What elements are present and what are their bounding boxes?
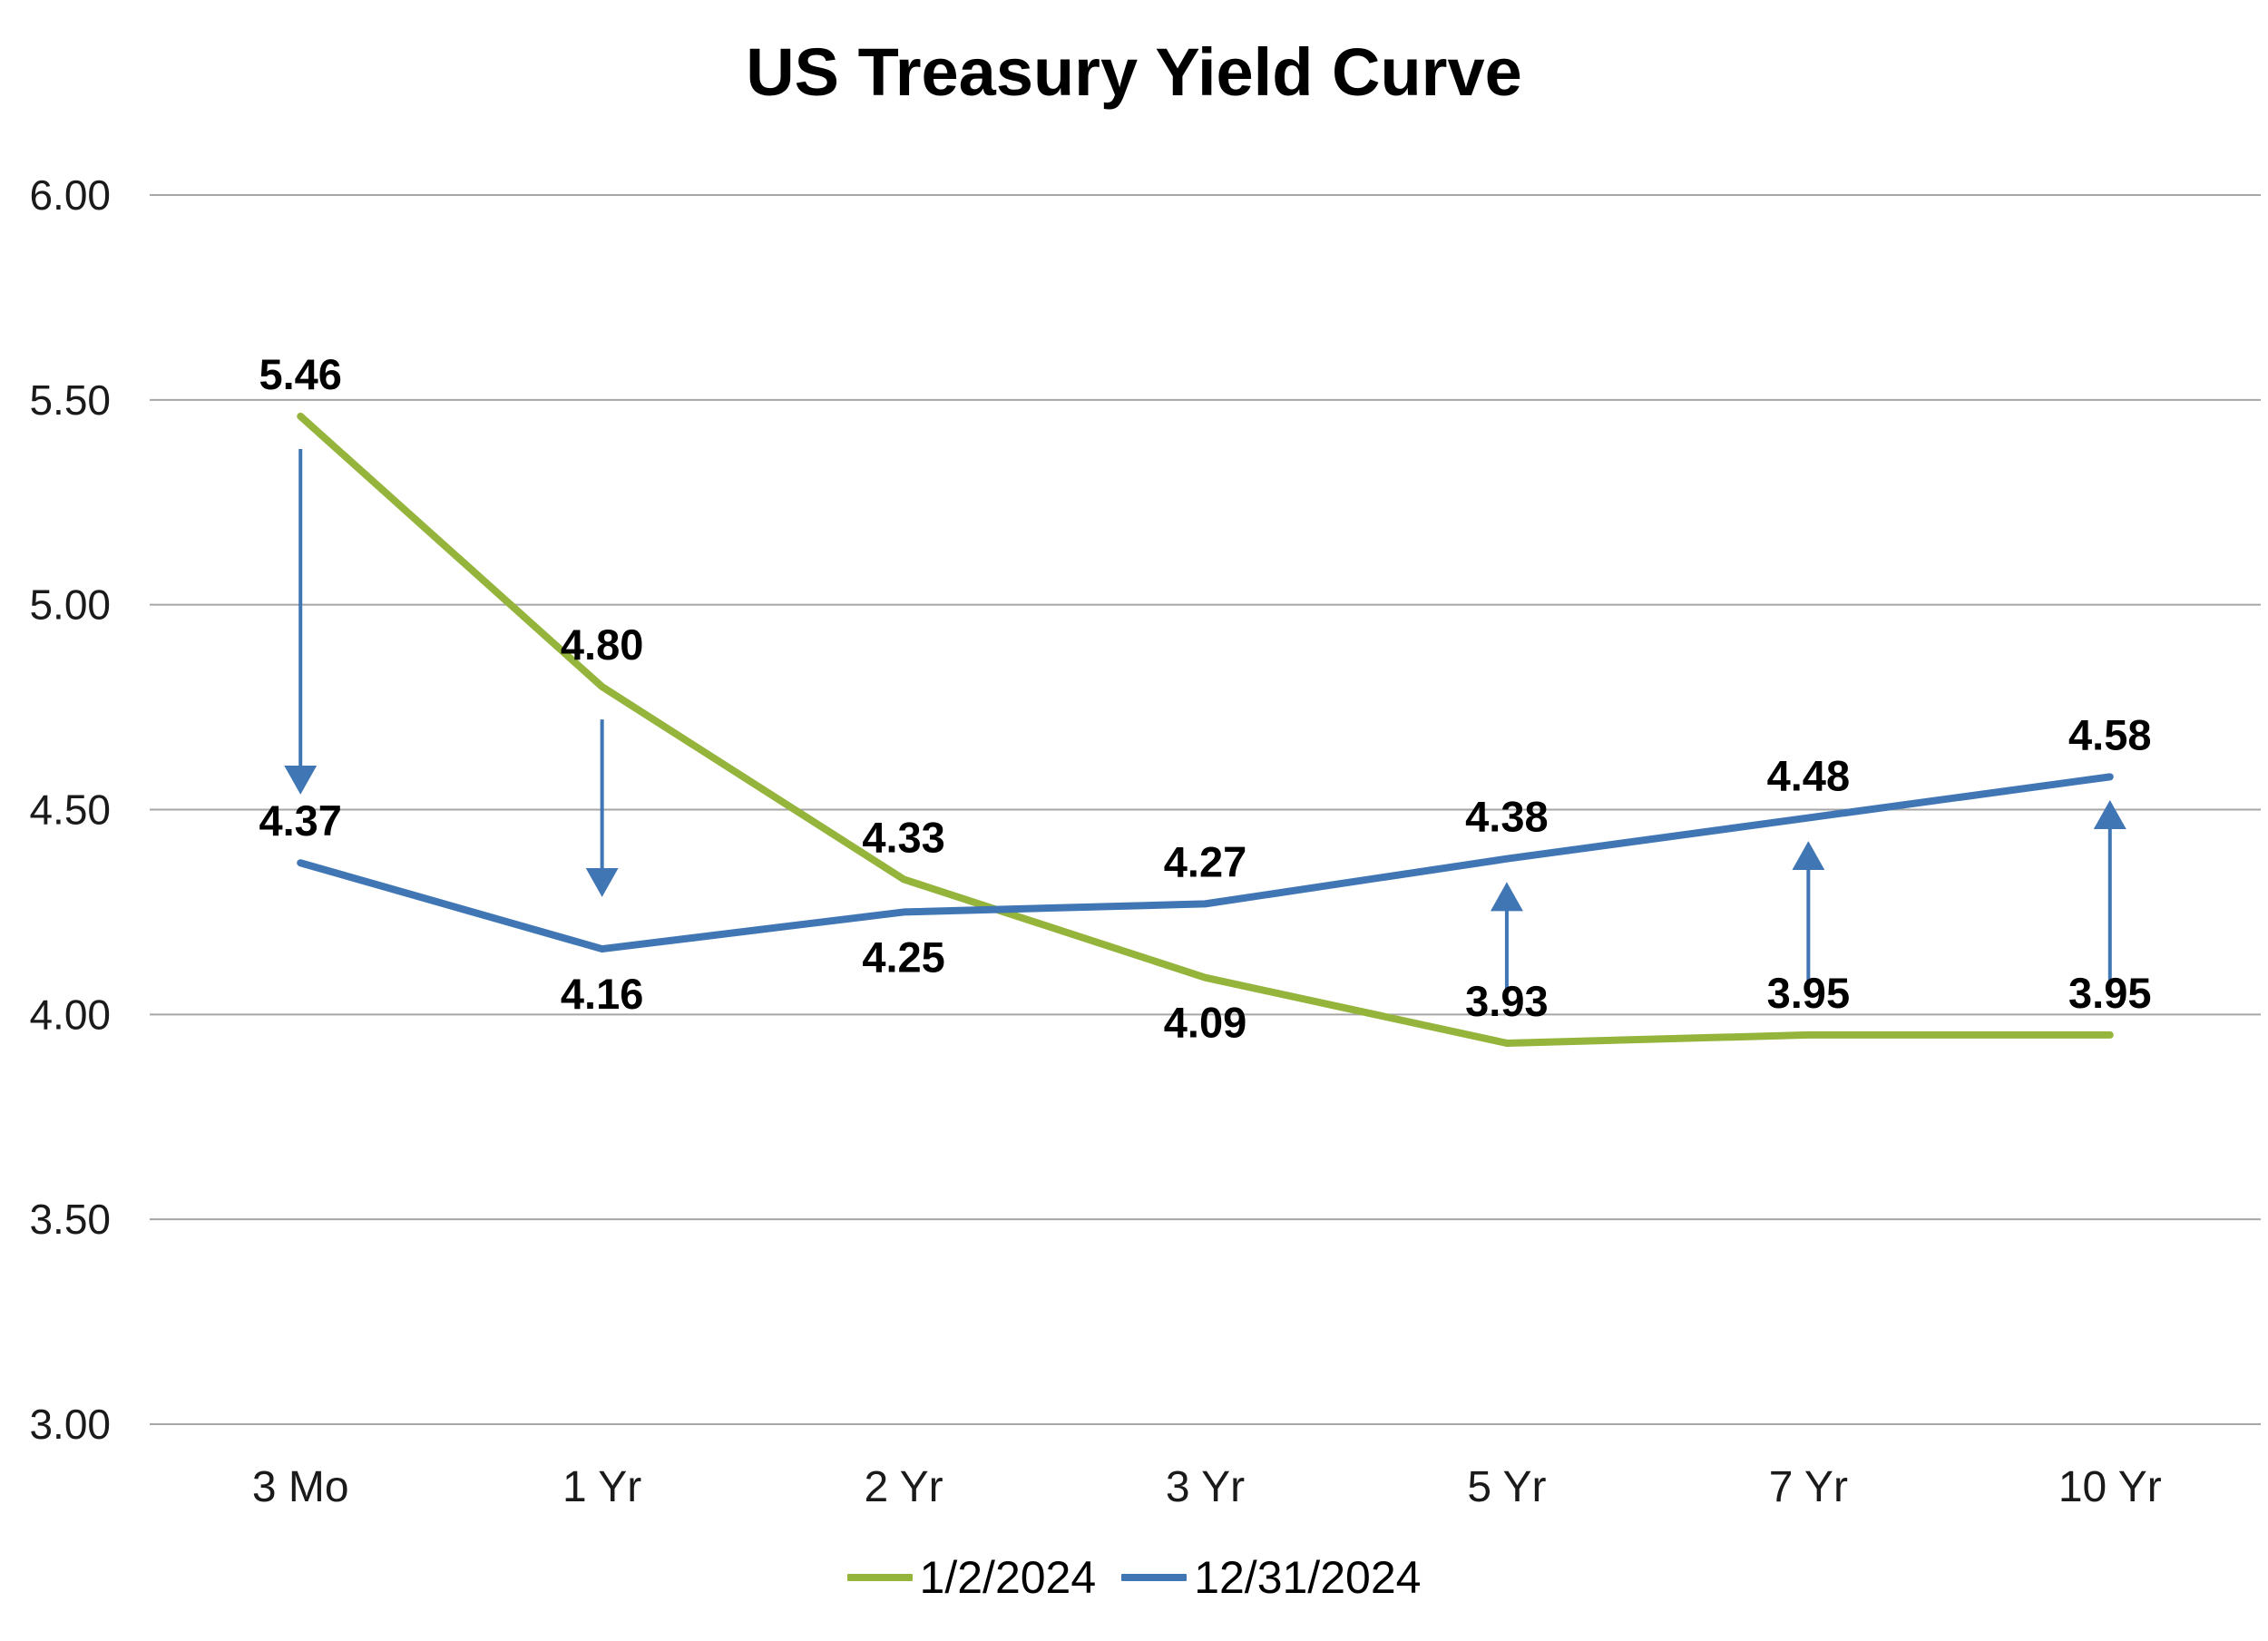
data-label: 3.95 xyxy=(2068,969,2151,1017)
y-tick-label: 5.00 xyxy=(29,581,111,629)
x-tick-label: 5 Yr xyxy=(1467,1463,1546,1511)
x-tick-label: 3 Yr xyxy=(1166,1463,1245,1511)
data-label: 4.58 xyxy=(2068,710,2151,758)
data-label: 4.38 xyxy=(1465,793,1548,841)
series-lines xyxy=(297,412,2114,1047)
data-label: 4.27 xyxy=(1164,837,1246,885)
data-label: 4.37 xyxy=(259,796,341,845)
y-tick-label: 4.00 xyxy=(29,991,111,1038)
y-tick-label: 3.50 xyxy=(29,1196,111,1243)
data-label: 3.93 xyxy=(1465,977,1548,1025)
chart-legend: 1/2/2024 12/31/2024 xyxy=(0,1551,2268,1604)
x-tick-label: 2 Yr xyxy=(864,1463,943,1511)
x-axis-labels: 3 Mo 1 Yr 2 Yr 3 Yr 5 Yr 7 Yr 10 Yr xyxy=(252,1463,2162,1511)
y-axis-labels: 3.00 3.50 4.00 4.50 5.00 5.50 6.00 xyxy=(29,171,111,1448)
x-tick-label: 1 Yr xyxy=(562,1463,641,1511)
y-tick-label: 3.00 xyxy=(29,1401,111,1448)
data-label: 3.95 xyxy=(1767,969,1850,1017)
data-label: 4.25 xyxy=(862,933,944,981)
data-label: 4.16 xyxy=(561,970,643,1018)
legend-swatch-icon xyxy=(846,1574,913,1581)
data-label: 4.09 xyxy=(1164,999,1246,1047)
change-arrows xyxy=(284,449,2126,991)
data-label: 4.80 xyxy=(561,620,643,669)
x-tick-label: 10 Yr xyxy=(2058,1463,2162,1511)
yield-curve-chart: US Treasury Yield Curve 3.00 3.50 4.00 4.50… xyxy=(29,34,2261,1511)
x-tick-label: 7 Yr xyxy=(1769,1463,1848,1511)
series-line-0 xyxy=(297,412,2114,1047)
gridlines xyxy=(150,194,2261,1425)
data-label: 5.46 xyxy=(259,350,341,398)
legend-swatch-icon xyxy=(1121,1574,1188,1581)
y-tick-label: 6.00 xyxy=(29,171,111,219)
chart-title: US Treasury Yield Curve xyxy=(746,34,1522,110)
data-label: 4.48 xyxy=(1767,752,1850,800)
x-tick-label: 3 Mo xyxy=(252,1463,349,1511)
data-labels: 5.46 4.80 4.33 4.09 3.93 3.95 3.95 4.37 4.16 4.25… xyxy=(259,350,2151,1047)
data-label: 4.33 xyxy=(862,813,944,861)
legend-item-0: 1/2/2024 xyxy=(846,1551,1097,1604)
legend-item-1: 12/31/2024 xyxy=(1121,1551,1421,1604)
y-tick-label: 4.50 xyxy=(29,786,111,834)
series-line-1 xyxy=(297,773,2114,953)
y-tick-label: 5.50 xyxy=(29,376,111,424)
legend-label: 1/2/2024 xyxy=(919,1552,1097,1603)
legend-label: 12/31/2024 xyxy=(1194,1552,1422,1603)
